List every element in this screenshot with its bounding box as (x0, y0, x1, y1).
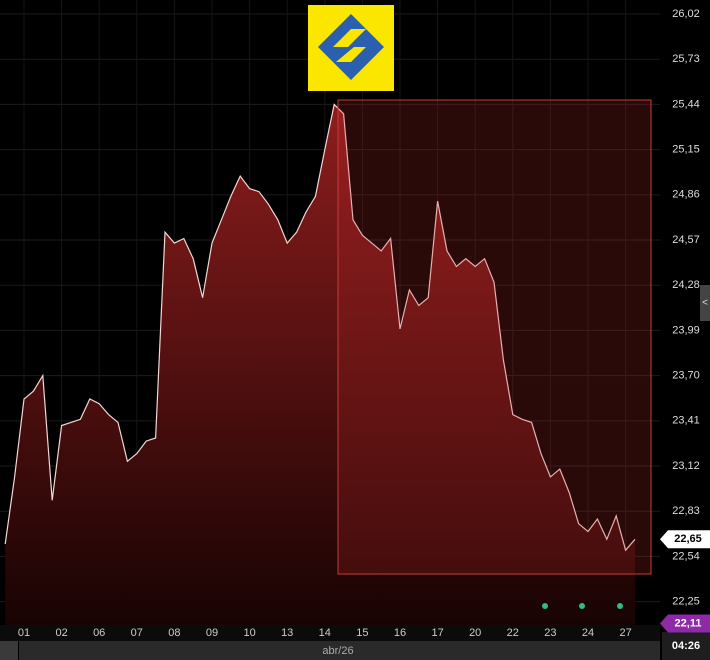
x-tick-label: 09 (206, 627, 218, 639)
x-tick-label: 23 (544, 627, 556, 639)
y-tick-label: 22,25 (672, 596, 700, 608)
time-box (662, 632, 710, 660)
y-tick-label: 26,02 (672, 8, 700, 20)
toggle-arrow[interactable]: < (702, 298, 708, 309)
x-tick-label: 07 (131, 627, 143, 639)
x-tick-label: 13 (281, 627, 293, 639)
x-tick-label: 01 (18, 627, 30, 639)
y-tick-label: 25,44 (672, 98, 700, 110)
x-tick-label: 15 (356, 627, 368, 639)
y-tick-label: 23,41 (672, 415, 700, 427)
event-dot[interactable] (579, 603, 585, 609)
x-axis-strip (0, 625, 660, 641)
logo-cut (333, 29, 366, 62)
x-tick-label: 14 (319, 627, 331, 639)
scroll-left[interactable] (0, 641, 18, 660)
y-tick-label: 25,15 (672, 144, 700, 156)
y-tick-label: 24,86 (672, 189, 700, 201)
event-dot[interactable] (542, 603, 548, 609)
event-dots (542, 603, 623, 609)
event-dot[interactable] (617, 603, 623, 609)
x-tick-label: 20 (469, 627, 481, 639)
x-tick-label: 22 (507, 627, 519, 639)
x-tick-label: 17 (431, 627, 443, 639)
area (5, 104, 635, 625)
x-tick-label: 27 (619, 627, 631, 639)
time-label: 04:26 (672, 640, 700, 652)
month-label: abr/26 (322, 645, 353, 657)
y-tick-label: 23,70 (672, 370, 700, 382)
x-tick-label: 08 (168, 627, 180, 639)
selection-box[interactable] (337, 99, 652, 575)
y-tick-label: 23,99 (672, 324, 700, 336)
y-tick-label: 22,54 (672, 550, 700, 562)
x-tick-label: 06 (93, 627, 105, 639)
price-badge (660, 530, 710, 549)
x-tick-label: 24 (582, 627, 594, 639)
y-tick-label: 22,83 (672, 505, 700, 517)
plot (4, 103, 636, 625)
scrollbar[interactable] (19, 641, 660, 660)
x-tick-label: 16 (394, 627, 406, 639)
y-tick-label: 23,12 (672, 460, 700, 472)
price-badge (660, 614, 710, 633)
price-line (4, 103, 636, 552)
price-badge-label: 22,65 (674, 533, 702, 545)
y-tick-label: 24,57 (672, 234, 700, 246)
price-badge-label: 22,11 (675, 617, 702, 629)
side-panel-toggle[interactable] (700, 285, 710, 321)
y-tick-label: 25,73 (672, 53, 700, 65)
x-tick-label: 02 (55, 627, 67, 639)
logo-mark (318, 14, 384, 80)
logo (308, 5, 394, 91)
y-axis: 26,02 25,73 25,44 25,15 24,86 24,57 24,28 23,99… (18, 8, 710, 639)
x-tick-label: 10 (243, 627, 255, 639)
y-tick-label: 24,28 (672, 279, 700, 291)
